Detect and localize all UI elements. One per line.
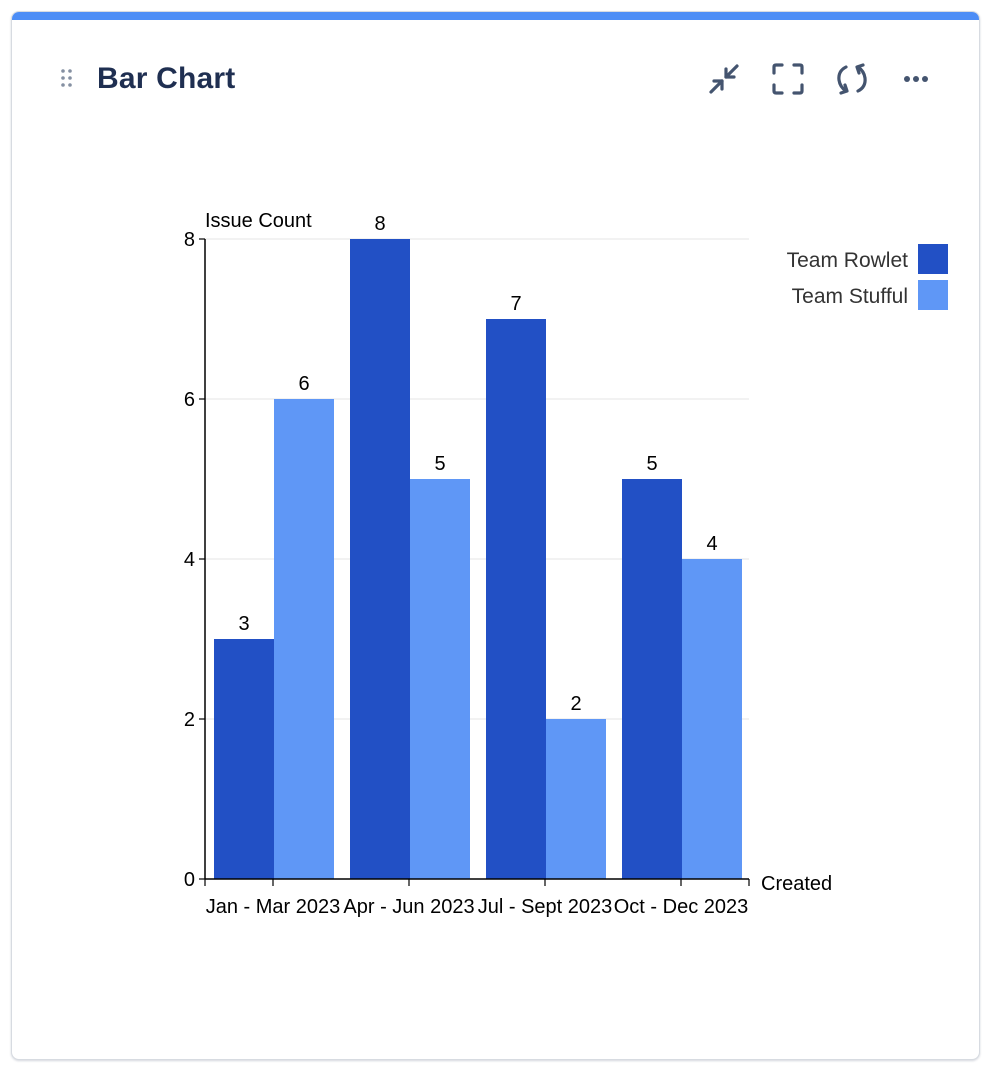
data-label: 2 — [570, 693, 581, 715]
data-label: 4 — [706, 533, 717, 555]
data-label: 6 — [298, 373, 309, 395]
y-tick-label: 4 — [184, 549, 195, 571]
bar — [682, 559, 742, 879]
fullscreen-button[interactable] — [768, 59, 808, 99]
x-tick-label: Jul - Sept 2023 — [478, 896, 613, 918]
accent-bar — [12, 12, 979, 20]
data-label: 3 — [238, 613, 249, 635]
legend-label: Team Rowlet — [787, 249, 909, 272]
y-tick-label: 8 — [184, 229, 195, 251]
refresh-icon — [837, 63, 867, 95]
fullscreen-icon — [772, 63, 804, 95]
chart-widget: Bar Chart 0 2 4 6 8 3 6 Jan - Mar 2023 — [11, 11, 980, 1060]
refresh-button[interactable] — [832, 59, 872, 99]
shrink-icon — [709, 64, 739, 94]
bar — [274, 399, 334, 879]
more-icon — [904, 76, 928, 82]
shrink-button[interactable] — [704, 59, 744, 99]
legend-swatch — [918, 244, 948, 274]
x-tick-label: Jan - Mar 2023 — [206, 896, 341, 918]
data-label: 5 — [646, 453, 657, 475]
data-label: 7 — [510, 293, 521, 315]
x-tick-label: Apr - Jun 2023 — [343, 896, 474, 918]
y-tick-label: 0 — [184, 869, 195, 891]
y-tick-label: 2 — [184, 709, 195, 731]
widget-title: Bar Chart — [97, 62, 236, 95]
bar — [546, 719, 606, 879]
legend-swatch — [918, 280, 948, 310]
x-tick-label: Oct - Dec 2023 — [614, 896, 749, 918]
y-tick-label: 6 — [184, 389, 195, 411]
bar — [622, 479, 682, 879]
bar — [214, 639, 274, 879]
more-button[interactable] — [896, 59, 936, 99]
bar — [410, 479, 470, 879]
drag-handle-icon[interactable] — [60, 68, 74, 88]
data-label: 8 — [374, 213, 385, 235]
widget-actions — [702, 59, 952, 99]
bar-chart: 0 2 4 6 8 3 6 Jan - Mar 2023 8 5 Apr - Jun 2023 7 2 J… — [184, 210, 948, 918]
x-axis-label: Created — [761, 873, 832, 895]
legend-label: Team Stufful — [792, 285, 908, 308]
bar — [350, 239, 410, 879]
bar — [486, 319, 546, 879]
data-label: 5 — [434, 453, 445, 475]
y-axis-label: Issue Count — [205, 210, 312, 232]
